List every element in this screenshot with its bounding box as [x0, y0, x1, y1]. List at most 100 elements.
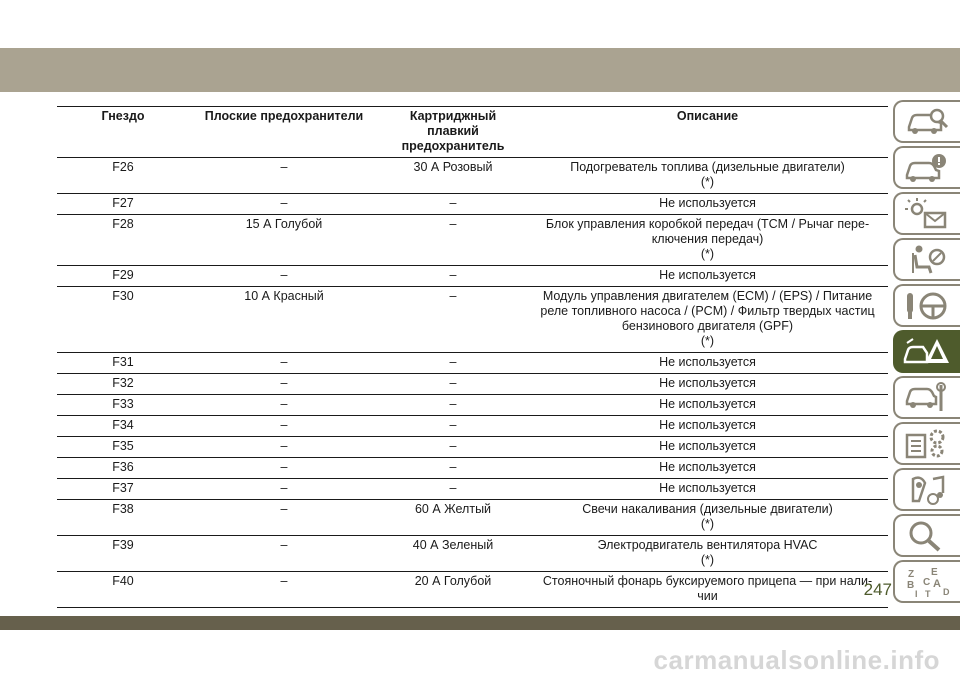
- fuse-table: Гнездо Плоские предохранители Картриджны…: [57, 106, 888, 608]
- description-line: Не используется: [659, 268, 756, 282]
- cartridge-fuse-cell: –: [379, 265, 527, 287]
- table-row: F33– – Не используется: [57, 394, 888, 416]
- slot-cell: F27: [57, 193, 189, 215]
- tab-safety[interactable]: [893, 238, 960, 281]
- description-line: Свечи накаливания (дизельные двигатели): [582, 502, 833, 516]
- table-row: F40–20 А Голубой Стояночный фонарь буксир…: [57, 571, 888, 608]
- car-info-icon: [905, 154, 946, 182]
- cartridge-fuse-cell: 30 А Розовый: [379, 157, 527, 194]
- table-row: F37– – Не используется: [57, 478, 888, 500]
- tab-servicing-maintenance[interactable]: [893, 376, 960, 419]
- description-line: (*): [700, 553, 715, 567]
- slot-cell: F29: [57, 265, 189, 287]
- search-index-icon: [909, 521, 941, 552]
- table-row: F39–40 А Зеленый Электродвигатель вентиля…: [57, 535, 888, 572]
- description-cell: Не используется: [527, 265, 888, 287]
- alphabet-letter: E: [931, 567, 938, 578]
- description-line: Не используется: [659, 196, 756, 210]
- table-row: F30 10 А Красный – Модуль управления двигат…: [57, 286, 888, 353]
- description-line: чии: [697, 589, 718, 603]
- table-row: F31– – Не используется: [57, 352, 888, 374]
- tab-instrument-panel[interactable]: [893, 146, 960, 189]
- cartridge-fuse-cell: –: [379, 193, 527, 215]
- slot-cell: F30: [57, 286, 189, 353]
- description-line: Подогреватель топлива (дизельные двигате…: [570, 160, 845, 174]
- tab-customer-assistance[interactable]: [893, 514, 960, 557]
- description-line: Не используется: [659, 355, 756, 369]
- flat-fuse-cell: –: [189, 478, 379, 500]
- alphabet-letter: Z: [908, 569, 914, 580]
- footer-band: [0, 616, 960, 630]
- description-cell: Модуль управления двигателем (ECM) / (EP…: [527, 286, 888, 353]
- multimedia-music-nav-icon: [911, 475, 945, 505]
- description-line: ключения передач): [651, 232, 764, 246]
- alphabet-index-icon: Z E B A C D I T: [907, 567, 950, 599]
- cartridge-fuse-cell: –: [379, 214, 527, 266]
- tab-getting-to-know-vehicle[interactable]: [893, 100, 960, 143]
- table-row: F34– – Не используется: [57, 415, 888, 437]
- description-line: (*): [700, 247, 715, 261]
- cartridge-fuse-cell: –: [379, 415, 527, 437]
- description-line: Модуль управления двигателем (ECM) / (EP…: [542, 289, 873, 303]
- table-row: F26–30 А Розовый Подогреватель топлива (д…: [57, 157, 888, 194]
- flat-fuse-cell: –: [189, 394, 379, 416]
- flat-fuse-cell: –: [189, 157, 379, 194]
- alphabet-letter: B: [907, 580, 914, 591]
- tab-in-case-of-emergency[interactable]: [893, 330, 960, 373]
- tab-index[interactable]: Z E B A C D I T: [893, 560, 960, 603]
- slot-cell: F34: [57, 415, 189, 437]
- description-cell: Не используется: [527, 394, 888, 416]
- header-description: Описание: [527, 106, 888, 158]
- flat-fuse-cell: –: [189, 415, 379, 437]
- slot-cell: F35: [57, 436, 189, 458]
- cartridge-fuse-cell: –: [379, 373, 527, 395]
- description-line: (*): [700, 334, 715, 348]
- description-line: реле топливного насоса / (PCM) / Фильтр …: [540, 304, 875, 318]
- specifications-gears-icon: [905, 429, 945, 459]
- description-line: бензинового двигателя (GPF): [621, 319, 794, 333]
- header-cartridge-line2: предохранитель: [401, 139, 505, 153]
- description-line: Не используется: [659, 460, 756, 474]
- slot-cell: F32: [57, 373, 189, 395]
- tab-multimedia[interactable]: [893, 468, 960, 511]
- cartridge-fuse-cell: –: [379, 286, 527, 353]
- cartridge-fuse-cell: –: [379, 478, 527, 500]
- watermark: carmanualsonline.info: [653, 645, 940, 675]
- description-line: Не используется: [659, 397, 756, 411]
- page-number: 247: [863, 580, 892, 599]
- description-line: Не используется: [659, 376, 756, 390]
- flat-fuse-cell: –: [189, 499, 379, 536]
- flat-fuse-cell: –: [189, 571, 379, 608]
- description-cell: Не используется: [527, 478, 888, 500]
- slot-cell: F36: [57, 457, 189, 479]
- slot-cell: F26: [57, 157, 189, 194]
- description-line: Не используется: [659, 439, 756, 453]
- description-cell: Стояночный фонарь буксируемого прицепа —…: [527, 571, 888, 608]
- tab-starting-operating[interactable]: [893, 284, 960, 327]
- flat-fuse-cell: –: [189, 373, 379, 395]
- slot-cell: F39: [57, 535, 189, 572]
- description-cell: Не используется: [527, 436, 888, 458]
- description-line: Не используется: [659, 481, 756, 495]
- cartridge-fuse-cell: 60 А Желтый: [379, 499, 527, 536]
- description-cell: Не используется: [527, 352, 888, 374]
- table-row: F38–60 А Желтый Свечи накаливания (дизель…: [57, 499, 888, 536]
- description-cell: Не используется: [527, 373, 888, 395]
- slot-cell: F33: [57, 394, 189, 416]
- flat-fuse-cell: –: [189, 265, 379, 287]
- cartridge-fuse-cell: 40 А Зеленый: [379, 535, 527, 572]
- alphabet-letter: D: [943, 587, 950, 597]
- cartridge-fuse-cell: 20 А Голубой: [379, 571, 527, 608]
- flat-fuse-cell: –: [189, 457, 379, 479]
- alphabet-letter: A: [933, 578, 941, 590]
- slot-cell: F31: [57, 352, 189, 374]
- header-flat-fuses-text: Плоские предохранители: [204, 109, 364, 123]
- description-line: Стояночный фонарь буксируемого прицепа —…: [542, 574, 873, 588]
- description-cell: Электродвигатель вентилятора HVAC (*): [527, 535, 888, 572]
- flat-fuse-cell: –: [189, 193, 379, 215]
- slot-cell: F37: [57, 478, 189, 500]
- tab-warning-lights[interactable]: [893, 192, 960, 235]
- tab-technical-specifications[interactable]: [893, 422, 960, 465]
- flat-fuse-cell: –: [189, 352, 379, 374]
- table-header-row: Гнездо Плоские предохранители Картриджны…: [57, 106, 888, 158]
